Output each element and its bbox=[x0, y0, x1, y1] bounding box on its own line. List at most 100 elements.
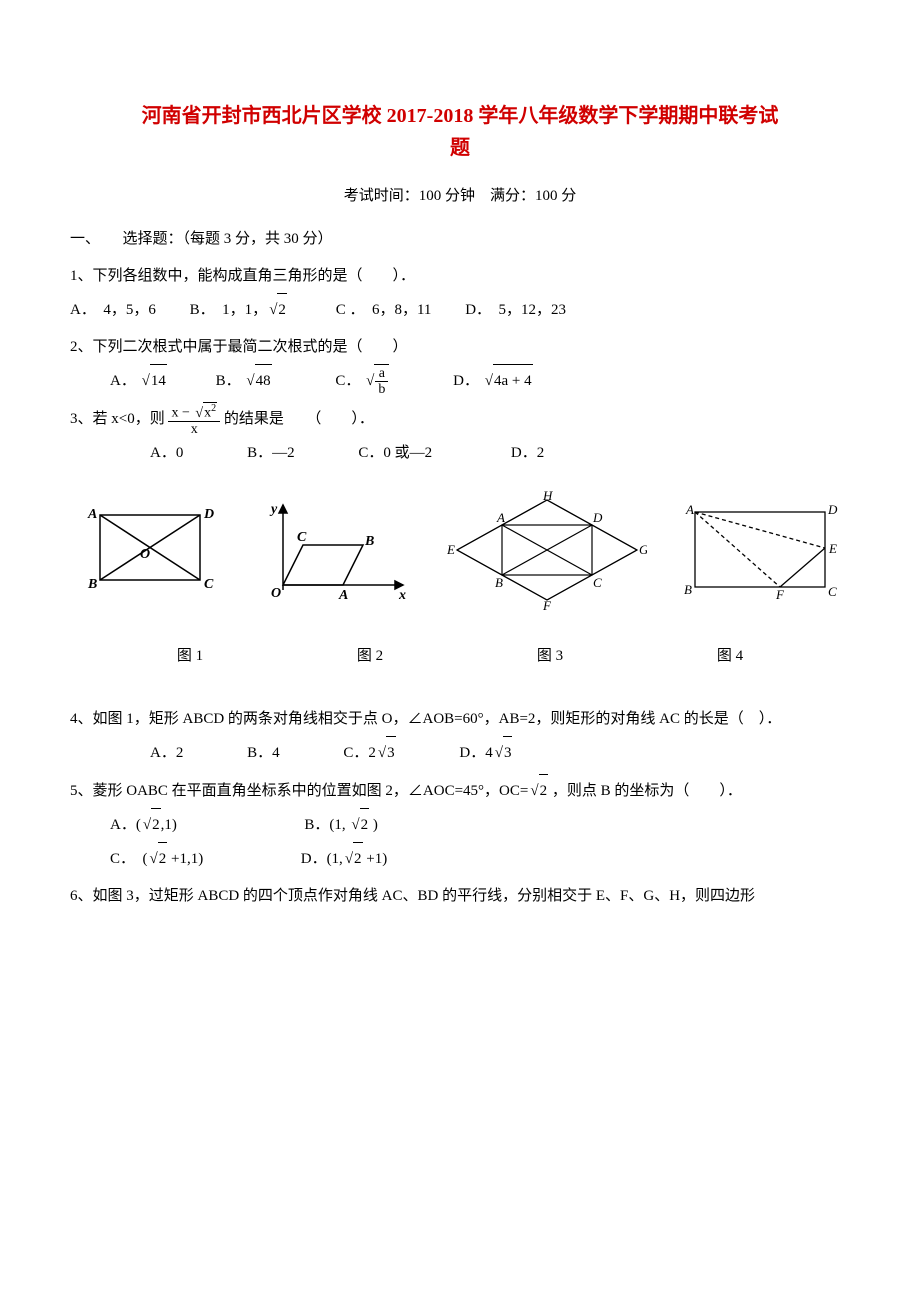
q3-options: A．0 B．—2 C．0 或—2 D．2 bbox=[150, 437, 850, 470]
q5-optD-post: +1) bbox=[363, 851, 388, 867]
question-5: 5、菱形 OABC 在平面直角坐标系中的位置如图 2，∠AOC=45°，OC=2… bbox=[70, 774, 850, 876]
q5-optC-post: +1,1) bbox=[167, 851, 203, 867]
fig4-F: F bbox=[775, 587, 785, 600]
fig1-O: O bbox=[140, 547, 150, 562]
q1-optC-label: C ． bbox=[336, 302, 357, 318]
q2-optD-val: 4a + 4 bbox=[493, 364, 533, 398]
fig1-B: B bbox=[87, 577, 97, 592]
q5-optB-post: ) bbox=[369, 817, 378, 833]
q3-stem: 3、若 x<0，则 x − x2 x 的结果是 （ ）． bbox=[70, 402, 850, 437]
q5-stem-sqrt: 2 bbox=[539, 774, 549, 808]
fig3-D: D bbox=[592, 510, 603, 525]
q5-stem: 5、菱形 OABC 在平面直角坐标系中的位置如图 2，∠AOC=45°，OC=2… bbox=[70, 774, 850, 808]
exam-info: 考试时间：100 分钟 满分：100 分 bbox=[70, 180, 850, 213]
sqrt-icon: 2 bbox=[267, 293, 287, 327]
figure-3: A D B C E F G H bbox=[447, 490, 647, 610]
sqrt-icon: 2 bbox=[141, 808, 161, 842]
q1-optC: 6，8，11 bbox=[372, 302, 431, 318]
sqrt-icon: 3 bbox=[493, 736, 513, 770]
question-4: 4、如图 1，矩形 ABCD 的两条对角线相交于点 O，∠AOB=60°，AB=… bbox=[70, 703, 850, 770]
q3-stem-pre: 3、若 x<0，则 bbox=[70, 411, 168, 427]
q4-stem: 4、如图 1，矩形 ABCD 的两条对角线相交于点 O，∠AOB=60°，AB=… bbox=[70, 703, 850, 736]
q4-optA: A．2 bbox=[150, 745, 183, 761]
sqrt-icon: ab bbox=[364, 364, 389, 398]
q5-optD-pre: D．(1, bbox=[301, 851, 343, 867]
q5-options-row2: C． (2 +1,1) D．(1,2 +1) bbox=[110, 842, 850, 876]
q6-stem: 6、如图 3，过矩形 ABCD 的四个顶点作对角线 AC、BD 的平行线，分别相… bbox=[70, 880, 850, 913]
sqrt-icon: 3 bbox=[376, 736, 396, 770]
q4-optD-val: 3 bbox=[503, 736, 513, 770]
q1-stem: 1、下列各组数中，能构成直角三角形的是（ ）． bbox=[70, 260, 850, 293]
fig3-A: A bbox=[496, 510, 505, 525]
figure-2: O A B C x y bbox=[253, 495, 413, 605]
fig4-E: E bbox=[828, 541, 837, 556]
fig2-y: y bbox=[269, 502, 278, 517]
q2-optA-val: 14 bbox=[150, 364, 167, 398]
q3-stem-post: 的结果是 （ ）． bbox=[224, 411, 374, 427]
q5-optB-pre: B．(1, bbox=[304, 817, 349, 833]
q1-optB-label: B． bbox=[190, 302, 208, 318]
fig4-A: A bbox=[685, 502, 694, 517]
fig1-A: A bbox=[87, 507, 97, 522]
sqrt-icon: 2 bbox=[148, 842, 168, 876]
fig1-D: D bbox=[203, 507, 214, 522]
fig1-C: C bbox=[204, 577, 214, 592]
q1-options: A． 4，5，6 B． 1，1，2 C ． 6，8，11 D． 5，12，23 bbox=[70, 293, 850, 327]
question-2: 2、下列二次根式中属于最简二次根式的是（ ） A． 14 B． 48 C． ab… bbox=[70, 331, 850, 398]
q5-optC-pre: C． ( bbox=[110, 851, 148, 867]
title-line-1: 河南省开封市西北片区学校 2017-2018 学年八年级数学下学期期中联考试 bbox=[142, 105, 779, 127]
question-1: 1、下列各组数中，能构成直角三角形的是（ ）． A． 4，5，6 B． 1，1，… bbox=[70, 260, 850, 327]
q4-optC-pre: C．2 bbox=[343, 745, 376, 761]
fig2-x: x bbox=[398, 588, 406, 603]
q3-optC: C．0 或—2 bbox=[358, 445, 432, 461]
title-line-2: 题 bbox=[450, 137, 470, 159]
q5-optA-pre: A．( bbox=[110, 817, 141, 833]
q4-optB: B．4 bbox=[247, 745, 280, 761]
q3-num: x − x2 bbox=[168, 402, 220, 421]
figure-4: A D B C E F bbox=[680, 500, 840, 600]
fig3-C: C bbox=[593, 575, 602, 590]
q1-optA: 4，5，6 bbox=[103, 302, 156, 318]
q5-options-row1: A．(2,1) B．(1, 2 ) bbox=[110, 808, 850, 842]
fig3-B: B bbox=[495, 575, 503, 590]
q1-optB: 1，1， bbox=[222, 302, 267, 318]
q2-options: A． 14 B． 48 C． ab D． 4a + 4 bbox=[110, 364, 850, 398]
question-3: 3、若 x<0，则 x − x2 x 的结果是 （ ）． A．0 B．—2 C．… bbox=[70, 402, 850, 470]
exam-title: 河南省开封市西北片区学校 2017-2018 学年八年级数学下学期期中联考试 题 bbox=[70, 100, 850, 164]
fig-label-3: 图 3 bbox=[537, 640, 563, 673]
q4-options: A．2 B．4 C．2 3 D．4 3 bbox=[150, 736, 850, 770]
q5-stem-post: ，则点 B 的坐标为（ ）． bbox=[548, 783, 742, 799]
q2-optA-label: A． bbox=[110, 373, 136, 389]
sqrt-icon: 2 bbox=[349, 808, 369, 842]
q3-optD: D．2 bbox=[511, 445, 544, 461]
fig-label-4: 图 4 bbox=[717, 640, 743, 673]
q2-optC-frac: ab bbox=[374, 364, 389, 398]
sqrt-icon: x2 bbox=[193, 402, 217, 421]
q1-optD: 5，12，23 bbox=[499, 302, 567, 318]
q4-optD-pre: D．4 bbox=[459, 745, 492, 761]
q2-optC-num: a bbox=[375, 366, 388, 381]
sqrt-icon: 4a + 4 bbox=[483, 364, 533, 398]
q1-optA-label: A． bbox=[70, 302, 88, 318]
q3-num-a: x − bbox=[171, 406, 189, 421]
q2-optC-den: b bbox=[375, 381, 388, 397]
q5-optA-post: ,1) bbox=[161, 817, 177, 833]
q4-optC-val: 3 bbox=[386, 736, 396, 770]
question-6: 6、如图 3，过矩形 ABCD 的四个顶点作对角线 AC、BD 的平行线，分别相… bbox=[70, 880, 850, 913]
sqrt-icon: 2 bbox=[528, 774, 548, 808]
sqrt-icon: 2 bbox=[343, 842, 363, 876]
q3-num-sqrt: x2 bbox=[203, 402, 217, 421]
figure-labels: 图 1 图 2 图 3 图 4 bbox=[100, 640, 820, 673]
q2-stem: 2、下列二次根式中属于最简二次根式的是（ ） bbox=[70, 331, 850, 364]
q5-optA-sqrt: 2 bbox=[151, 808, 161, 842]
section-heading-1: 一、 选择题：（每题 3 分，共 30 分） bbox=[70, 223, 850, 256]
q5-optC-sqrt: 2 bbox=[158, 842, 168, 876]
fig3-H: H bbox=[542, 490, 553, 503]
q2-optD-label: D． bbox=[453, 373, 479, 389]
q2-optC-label: C． bbox=[335, 373, 360, 389]
fig4-D: D bbox=[827, 502, 838, 517]
fig-label-2: 图 2 bbox=[357, 640, 383, 673]
fig3-F: F bbox=[542, 598, 552, 610]
q3-num-sup: 2 bbox=[211, 403, 216, 414]
sqrt-icon: 48 bbox=[244, 364, 271, 398]
